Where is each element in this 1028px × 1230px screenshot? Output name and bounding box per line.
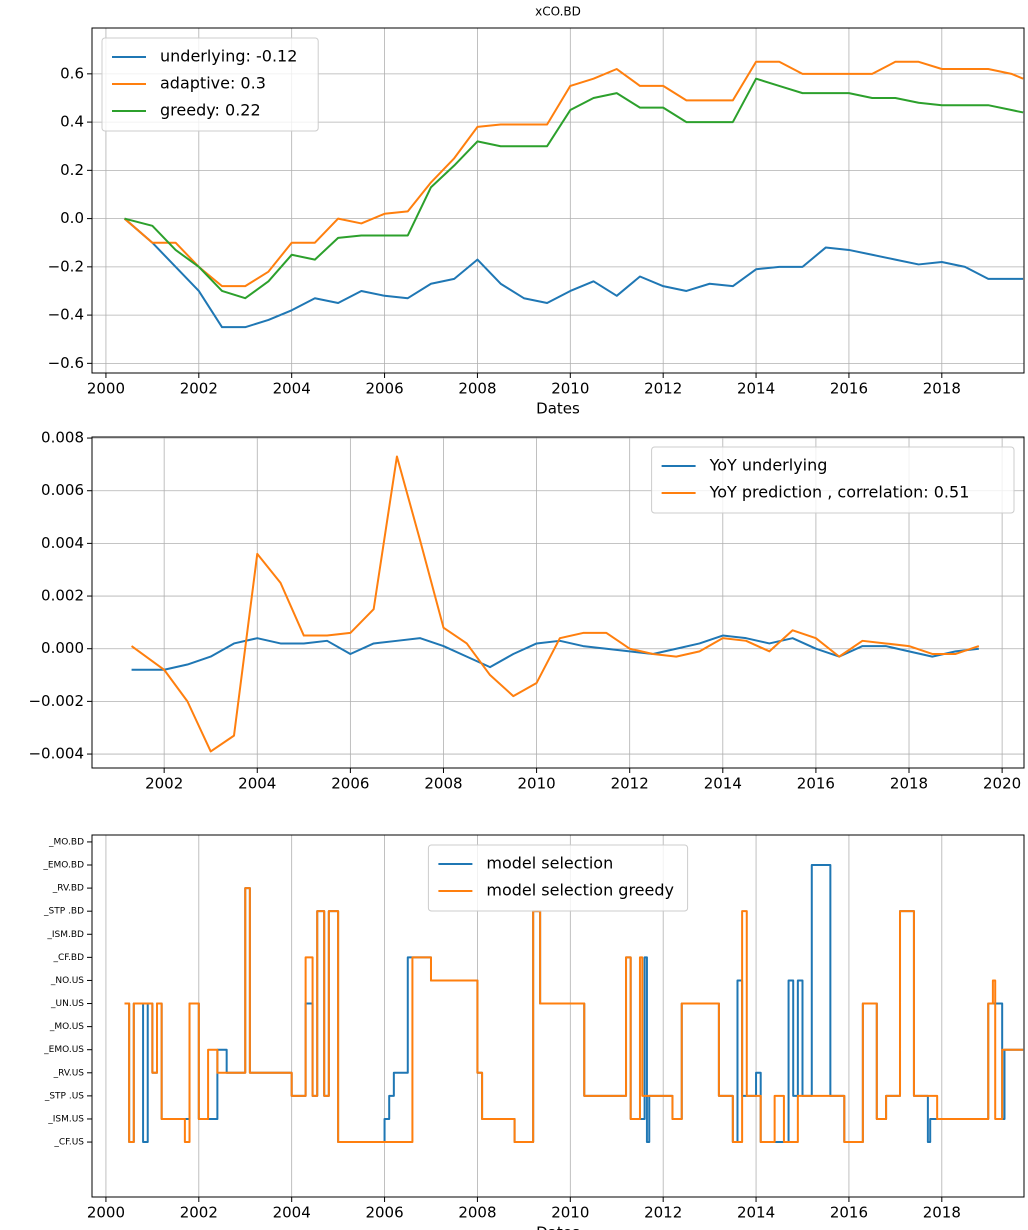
y-tick-label: 0.004 — [41, 534, 84, 552]
y-tick-label: 0.0 — [60, 209, 84, 227]
x-tick-label: 2016 — [830, 1204, 868, 1222]
x-tick-label: 2008 — [424, 775, 462, 793]
legend-label: model selection greedy — [486, 881, 674, 900]
y-tick-label: −0.2 — [48, 257, 84, 275]
x-tick-label: 2016 — [830, 380, 868, 398]
y-tick-label: _STP .BD — [43, 907, 84, 917]
series-line — [130, 455, 980, 753]
x-tick-label: 2010 — [551, 1204, 589, 1222]
y-tick-label: 0.6 — [60, 64, 84, 82]
panel: 2002 2004 2006 2008 2010 2012 2014 2016 2018 2020… — [28, 429, 1025, 793]
x-tick-label: 2010 — [551, 380, 589, 398]
y-tick-label: 0.4 — [60, 113, 84, 131]
y-tick-label: 0.000 — [41, 639, 84, 657]
x-tick-label: 2012 — [611, 775, 649, 793]
legend-label: underlying: -0.12 — [160, 47, 297, 66]
legend-label: YoY underlying — [709, 456, 828, 475]
legend-label: model selection — [486, 854, 613, 873]
x-tick-label: 2010 — [517, 775, 555, 793]
x-tick-label: 2012 — [644, 1204, 682, 1222]
x-tick-label: 2002 — [180, 380, 218, 398]
x-tick-label: 2018 — [923, 1204, 961, 1222]
legend-label: YoY prediction , correlation: 0.51 — [709, 483, 970, 502]
y-tick-label: _ISM.US — [47, 1114, 84, 1124]
axes-frame — [91, 436, 1025, 769]
legend-box — [651, 446, 1015, 514]
y-tick-label: −0.004 — [28, 745, 84, 763]
x-axis-label: Dates — [536, 1224, 580, 1230]
x-tick-label: 2012 — [644, 380, 682, 398]
y-tick-label: −0.6 — [48, 354, 84, 372]
legend-box — [101, 37, 319, 132]
x-tick-label: 2004 — [238, 775, 276, 793]
y-tick-label: _RV.BD — [52, 884, 84, 894]
x-tick-label: 2020 — [983, 775, 1021, 793]
x-tick-label: 2008 — [458, 1204, 496, 1222]
y-tick-label: _CF.BD — [53, 953, 85, 963]
series-line — [124, 887, 1024, 1144]
x-tick-label: 2014 — [737, 380, 775, 398]
y-tick-label: _STP .US — [44, 1091, 84, 1101]
y-tick-label: _RV.US — [53, 1068, 85, 1078]
x-tick-label: 2018 — [923, 380, 961, 398]
x-tick-label: 2018 — [890, 775, 928, 793]
y-tick-label: _UN.US — [50, 999, 84, 1009]
panel: 2000 2002 2004 2006 2008 2010 2012 2014 2016 2018… — [42, 834, 1025, 1230]
legend-label: greedy: 0.22 — [160, 101, 261, 120]
y-tick-label: _EMO.BD — [42, 861, 84, 871]
x-axis-label: Dates — [536, 400, 580, 418]
axes-frame — [91, 834, 1025, 1198]
chart-title: xCO.BD — [535, 5, 581, 19]
axes-frame — [91, 27, 1025, 374]
y-tick-label: 0.008 — [41, 429, 84, 447]
series-line — [123, 217, 1024, 329]
y-tick-label: −0.4 — [48, 306, 84, 324]
legend-box — [427, 844, 689, 912]
y-tick-label: _MO.BD — [48, 837, 84, 847]
x-tick-label: 2006 — [365, 380, 403, 398]
y-tick-label: _NO.US — [50, 976, 84, 986]
x-tick-label: 2002 — [180, 1204, 218, 1222]
y-tick-label: _MO.US — [49, 1022, 84, 1032]
y-tick-label: 0.006 — [41, 481, 84, 499]
series-line — [123, 60, 1024, 288]
x-tick-label: 2016 — [797, 775, 835, 793]
legend-label: adaptive: 0.3 — [160, 74, 266, 93]
y-tick-label: _EMO.US — [43, 1045, 84, 1055]
x-tick-label: 2014 — [704, 775, 742, 793]
y-tick-label: _CF.US — [53, 1138, 84, 1148]
x-tick-label: 2004 — [273, 1204, 311, 1222]
x-tick-label: 2000 — [87, 1204, 125, 1222]
panel: xCO.BD 2000 2002 2004 2006 2008 2010 2012 2014 20… — [48, 5, 1025, 418]
y-tick-label: 0.002 — [41, 587, 84, 605]
x-tick-label: 2002 — [145, 775, 183, 793]
x-tick-label: 2004 — [273, 380, 311, 398]
y-tick-label: _ISM.BD — [46, 930, 84, 940]
y-tick-label: 0.2 — [60, 161, 84, 179]
x-tick-label: 2006 — [331, 775, 369, 793]
x-tick-label: 2014 — [737, 1204, 775, 1222]
x-tick-label: 2008 — [458, 380, 496, 398]
series-line — [124, 77, 1024, 300]
y-tick-label: −0.002 — [28, 692, 84, 710]
x-tick-label: 2000 — [87, 380, 125, 398]
x-tick-label: 2006 — [365, 1204, 403, 1222]
series-line — [131, 634, 979, 671]
